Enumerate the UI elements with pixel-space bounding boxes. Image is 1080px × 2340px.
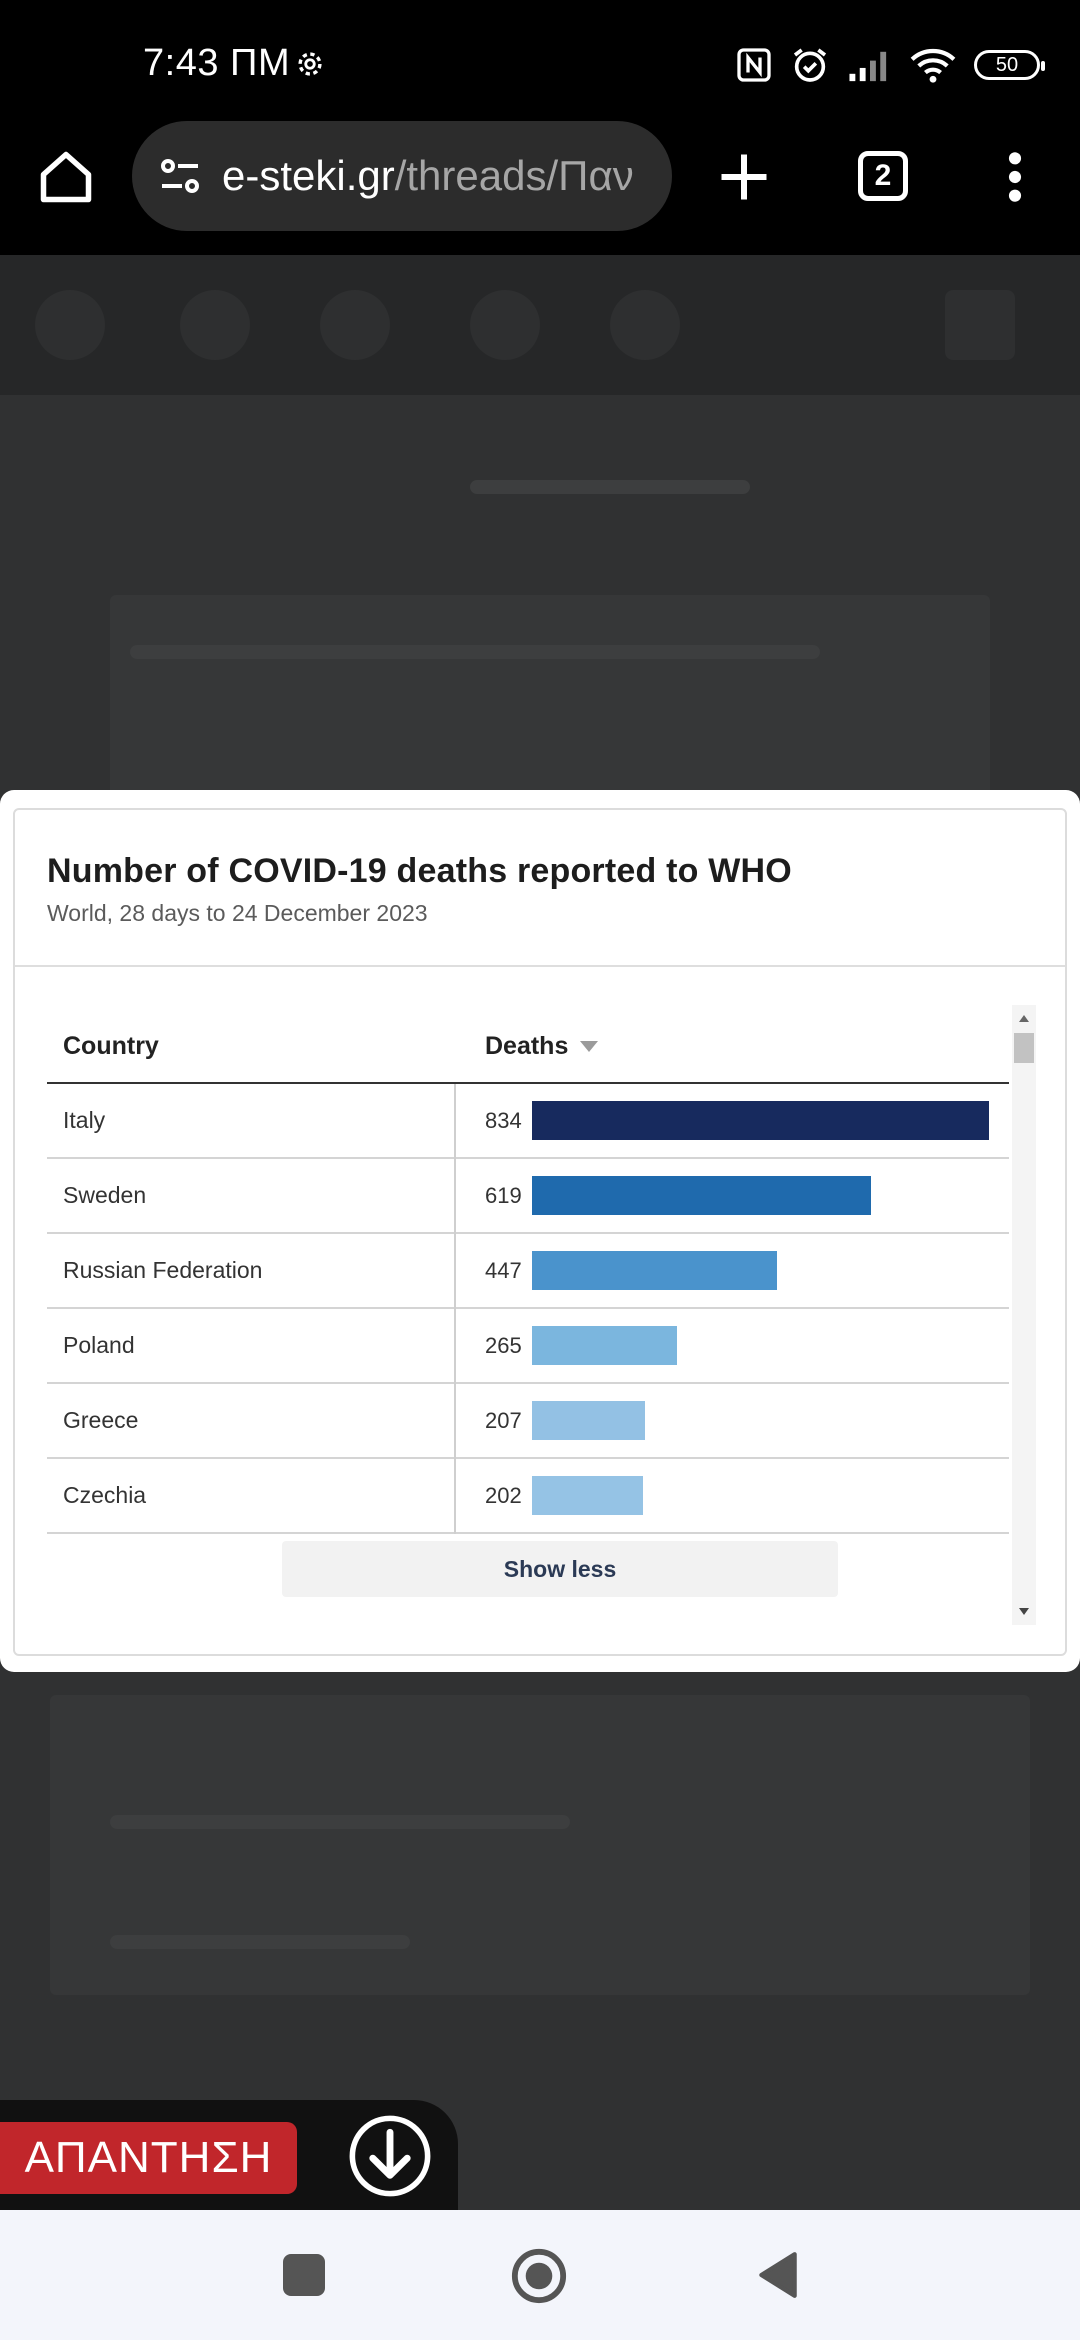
blurred-element [35,290,105,360]
deaths-value: 207 [485,1407,522,1433]
home-icon[interactable] [36,147,96,207]
wifi-icon [910,48,956,83]
blurred-element [320,290,390,360]
header-rule [47,1082,1009,1084]
country-cell: Poland [63,1332,135,1358]
blurred-element [130,645,820,659]
country-cell: Greece [63,1407,139,1433]
table-row: Russian Federation 447 [47,1234,1009,1309]
site-settings-icon[interactable] [156,152,204,200]
column-separator [454,1459,456,1534]
deaths-bar [532,1251,777,1290]
column-separator [454,1309,456,1384]
column-separator [454,1084,456,1159]
divider [15,965,1065,967]
new-tab-icon[interactable] [714,147,774,207]
table-row: Poland 265 [47,1309,1009,1384]
blurred-element [180,290,250,360]
deaths-value: 834 [485,1107,522,1133]
deaths-value: 619 [485,1182,522,1208]
blurred-element [110,1815,570,1829]
system-navigation-bar [0,2210,1080,2340]
deaths-bar [532,1476,643,1515]
column-separator [454,1159,456,1234]
blurred-post [110,595,990,815]
battery-indicator: 50 [974,50,1045,80]
deaths-value: 447 [485,1257,522,1283]
recent-apps-icon[interactable] [283,2254,325,2296]
deaths-bar [532,1326,677,1365]
blurred-site-header [0,255,1080,395]
status-time: 7:43 ΠΜ [143,42,291,84]
chart-card: Number of COVID-19 deaths reported to WH… [13,808,1067,1656]
deaths-value: 265 [485,1332,522,1358]
show-less-button[interactable]: Show less [282,1541,838,1597]
url-host: e-steki.gr [222,152,395,199]
country-cell: Sweden [63,1182,147,1208]
nfc-icon [737,48,771,82]
tab-switcher-button[interactable]: 2 [858,151,908,201]
country-cell: Czechia [63,1482,147,1508]
scroll-to-bottom-icon[interactable] [347,2113,433,2199]
table-row: Sweden 619 [47,1159,1009,1234]
scroll-down-arrow-icon[interactable] [1019,1608,1029,1615]
column-header-deaths[interactable]: Deaths [485,1010,599,1082]
url-text: e-steki.gr/threads/Παν [222,152,634,200]
chart-title: Number of COVID-19 deaths reported to WH… [47,852,792,890]
deaths-value: 202 [485,1482,522,1508]
address-bar[interactable]: e-steki.gr/threads/Παν [132,121,672,231]
table-row: Czechia 202 [47,1459,1009,1534]
status-bar: 7:43 ΠΜ 50 [0,0,1080,125]
alarm-icon [793,48,827,82]
scroll-thumb[interactable] [1014,1033,1034,1063]
chart-subtitle: World, 28 days to 24 December 2023 [47,900,428,926]
deaths-bar [532,1101,989,1140]
reply-button[interactable]: ΑΠΑΝΤΗΣΗ [0,2122,297,2194]
status-icons: 50 [736,40,1045,90]
column-header-deaths-label: Deaths [485,1031,569,1060]
reply-toolbar: ΑΠΑΝΤΗΣΗ [0,2100,458,2210]
sort-descending-icon[interactable] [580,1040,599,1052]
blurred-element [110,1935,410,1949]
blurred-element [470,290,540,360]
back-triangle-icon[interactable] [757,2250,799,2300]
blurred-element [945,290,1015,360]
scroll-up-arrow-icon[interactable] [1019,1015,1029,1022]
column-header-country[interactable]: Country [63,1010,159,1082]
blurred-post [50,1695,1030,1995]
blurred-element [610,290,680,360]
column-separator [454,1234,456,1309]
deaths-bar [532,1401,645,1440]
table-scrollbar[interactable] [1012,1005,1036,1625]
table-row: Greece 207 [47,1384,1009,1459]
table-row: Italy 834 [47,1084,1009,1159]
column-separator [454,1384,456,1459]
url-path: /threads/Παν [394,152,634,199]
country-cell: Russian Federation [63,1257,263,1283]
table-body: Italy 834 Sweden 619 Russian Federation 447 Po… [47,1084,1009,1534]
signal-icon [849,51,887,82]
country-cell: Italy [63,1107,106,1133]
home-circle-icon[interactable] [510,2247,568,2305]
deaths-bar [532,1176,871,1215]
blurred-element [470,480,750,494]
more-menu-icon[interactable] [1000,149,1030,205]
column-header-country-label: Country [63,1031,159,1060]
browser-toolbar: e-steki.gr/threads/Παν 2 [0,121,1080,255]
chart-modal: Number of COVID-19 deaths reported to WH… [0,790,1080,1672]
settings-gear-icon [298,52,322,76]
